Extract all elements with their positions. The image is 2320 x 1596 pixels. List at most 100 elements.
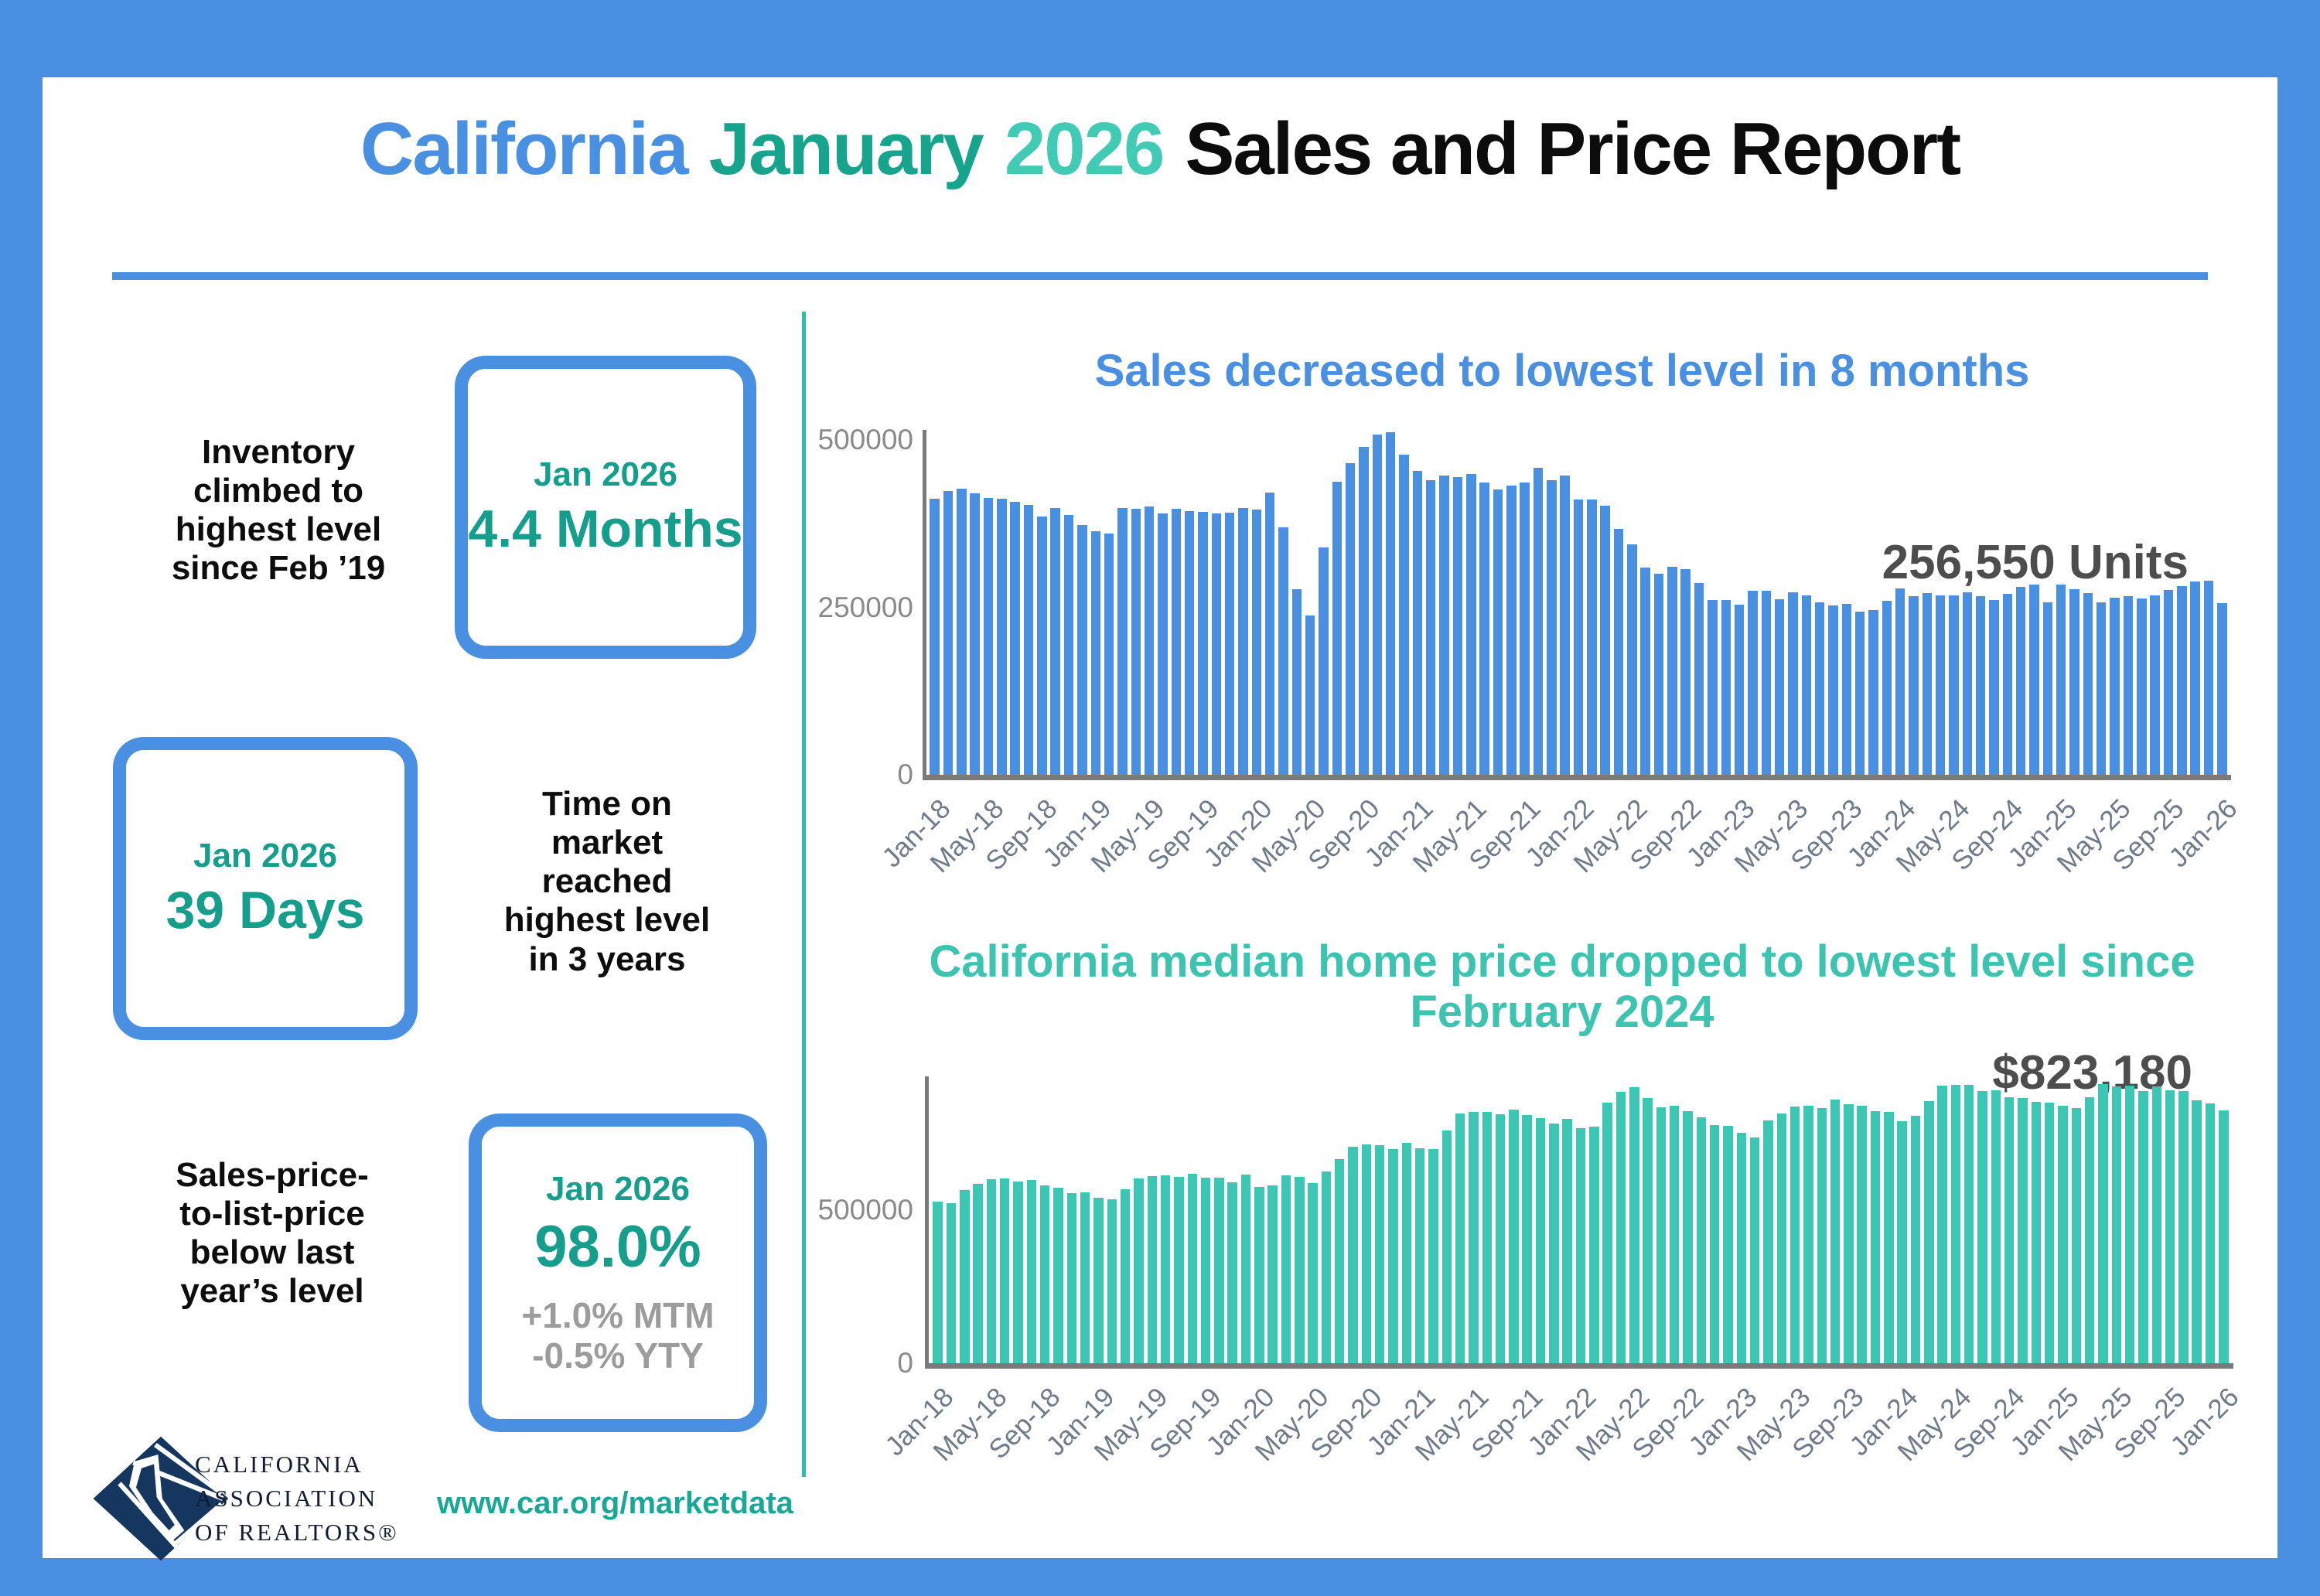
bar <box>2178 1091 2189 1363</box>
bar <box>960 1189 970 1363</box>
bar <box>1441 1130 1452 1363</box>
bar <box>1909 595 1919 775</box>
page-title: California January 2026 Sales and Price Rep… <box>0 107 2320 192</box>
bar <box>1117 508 1128 775</box>
title-divider-rule <box>112 272 2208 280</box>
bar <box>1264 493 1275 775</box>
bar <box>2217 602 2227 775</box>
sales-chart-annotation: 256,550 Units <box>1882 536 2189 589</box>
bar <box>1281 1175 1291 1363</box>
marketdata-url: www.car.org/marketdata <box>437 1486 793 1520</box>
bar <box>970 493 980 775</box>
price-chart-y-axis <box>925 1076 929 1369</box>
bar <box>2190 581 2200 775</box>
bar <box>1267 1185 1278 1363</box>
bar <box>1388 1148 1398 1363</box>
bar <box>2177 586 2187 775</box>
car-logo-line2: ASSOCIATION <box>195 1485 378 1512</box>
bar <box>973 1184 983 1363</box>
bar <box>1160 1175 1171 1363</box>
bar <box>1589 1127 1599 1363</box>
bar <box>943 490 954 775</box>
bar <box>1667 567 1677 775</box>
bar <box>2002 593 2013 775</box>
bar <box>1949 595 1959 775</box>
bar <box>2084 1096 2095 1363</box>
car-logo-text: CALIFORNIA ASSOCIATION OF REALTORS® <box>195 1448 520 1550</box>
bar <box>2083 593 2093 775</box>
y-axis-tick-label: 0 <box>897 759 913 790</box>
inventory-period: Jan 2026 <box>534 455 677 493</box>
bar <box>2137 598 2147 775</box>
bar <box>1319 547 1329 775</box>
bar <box>2203 580 2214 775</box>
bar <box>1482 1111 1492 1363</box>
bar <box>2123 596 2134 775</box>
bar <box>1533 467 1544 775</box>
sale-to-list-caption: Sales-price- to-list-price below last ye… <box>176 1156 369 1311</box>
bar <box>1922 593 1933 775</box>
sales-chart-y-axis <box>923 430 926 780</box>
time-on-market-caption: Time on market reached highest level in … <box>503 785 711 978</box>
bar <box>1761 591 1771 775</box>
car-logo-line3: OF REALTORS® <box>195 1519 399 1546</box>
sales-chart-title: Sales decreased to lowest level in 8 mon… <box>1094 346 2030 396</box>
bar <box>2031 1101 2042 1363</box>
bar <box>1910 1116 1921 1363</box>
bar <box>983 498 994 775</box>
bar <box>1549 1123 1559 1363</box>
price-chart-plot-area <box>931 1079 2230 1363</box>
bar <box>1278 527 1288 775</box>
y-axis-tick-label: 0 <box>897 1347 913 1379</box>
bar <box>1721 600 1731 775</box>
bar <box>1251 510 1262 775</box>
bar <box>1171 508 1182 775</box>
bar <box>1506 486 1517 775</box>
sale-to-list-period: Jan 2026 <box>546 1169 690 1208</box>
bar <box>1789 1107 1800 1363</box>
bar <box>1656 1107 1667 1363</box>
sales-chart-y-axis-labels: 0 250000 500000 <box>805 424 913 790</box>
bar <box>1817 1107 1827 1363</box>
bar <box>946 1202 957 1363</box>
sales-chart-plot-area <box>928 430 2229 775</box>
bar <box>1452 477 1463 775</box>
bar <box>1694 583 1704 775</box>
bar <box>1613 529 1624 775</box>
bar <box>1305 615 1315 775</box>
bar <box>1000 1178 1010 1363</box>
bar <box>1039 1185 1050 1363</box>
bar <box>1399 455 1409 775</box>
bar <box>2192 1100 2202 1363</box>
bar <box>1026 1180 1037 1363</box>
bar <box>2018 1097 2028 1363</box>
bar <box>1469 1112 1479 1363</box>
bar <box>1627 544 1637 775</box>
bar <box>2029 585 2039 775</box>
bar <box>1359 447 1369 775</box>
bar <box>1615 1091 1626 1363</box>
inventory-value: 4.4 Months <box>468 500 743 558</box>
sale-to-list-subs: +1.0% MTM -0.5% YTY <box>521 1295 714 1376</box>
bar <box>930 498 940 775</box>
bar <box>1374 1144 1385 1363</box>
bar <box>1748 591 1758 775</box>
bar <box>1158 513 1168 775</box>
car-logo-line1: CALIFORNIA <box>195 1451 363 1478</box>
bar <box>2097 602 2107 775</box>
bar <box>1211 513 1222 775</box>
car-logo <box>93 1436 229 1561</box>
bar <box>2163 590 2174 775</box>
bar <box>1345 462 1356 775</box>
bar <box>1174 1176 1184 1363</box>
bar <box>1361 1144 1372 1363</box>
price-chart-x-axis-labels: Jan-18 May-18 Sep-18 Jan-19 May-19 Sep-19 Jan-… <box>879 1382 2245 1552</box>
title-location: California <box>360 107 689 190</box>
vertical-divider <box>802 312 806 1477</box>
bar <box>1575 1128 1586 1363</box>
bar <box>1495 1114 1506 1363</box>
bar <box>1063 514 1074 775</box>
bar <box>1227 1182 1237 1363</box>
bar <box>2165 1090 2175 1363</box>
bar <box>1535 1118 1546 1363</box>
